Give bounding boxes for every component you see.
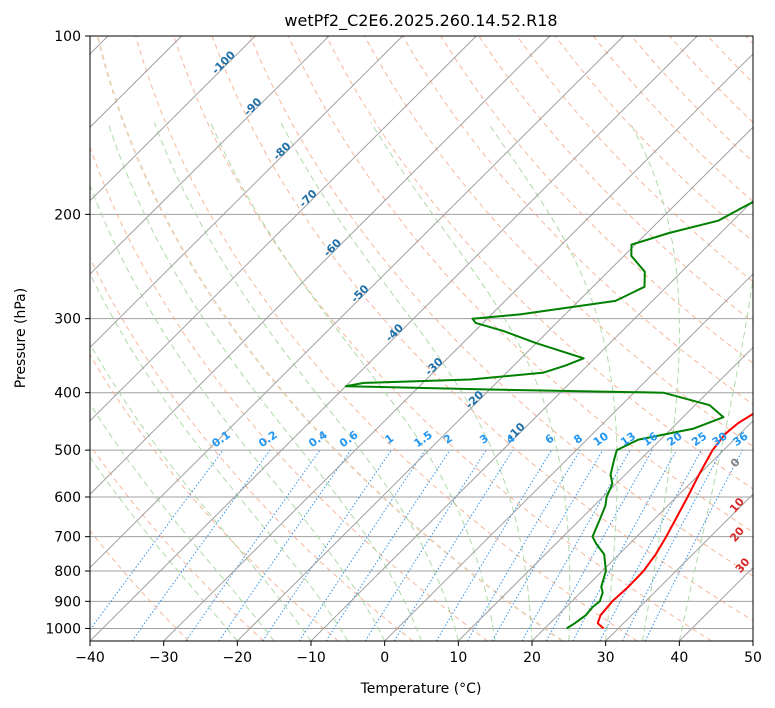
x-tick-label: −40 bbox=[75, 650, 105, 666]
mixing-ratio-line bbox=[131, 449, 271, 641]
y-tick-label: 400 bbox=[54, 386, 81, 402]
isotherm bbox=[90, 36, 330, 275]
sounding-traces bbox=[344, 200, 753, 630]
isotherm bbox=[384, 273, 753, 641]
isotherm bbox=[90, 36, 403, 349]
x-tick-label: −30 bbox=[149, 650, 179, 666]
y-axis: 100 200 300 400 500 600 700 800 900 1000 bbox=[45, 29, 90, 637]
moist-adiabats bbox=[90, 122, 753, 641]
mixing-ratio-line bbox=[262, 449, 392, 641]
dry-adiabat bbox=[211, 36, 753, 622]
adiabat-label: 40 bbox=[749, 583, 769, 603]
isotherm bbox=[90, 36, 256, 202]
x-axis: −40 −30 −20 −10 0 10 20 30 40 50 bbox=[75, 641, 762, 666]
x-tick-label: 10 bbox=[449, 650, 467, 666]
moist-adiabat bbox=[280, 122, 533, 641]
y-axis-title: Pressure (hPa) bbox=[13, 288, 29, 388]
mixing-ratio-line bbox=[218, 449, 352, 641]
dry-adiabat bbox=[287, 36, 753, 533]
moist-adiabat bbox=[90, 402, 275, 641]
isotherm bbox=[236, 126, 753, 641]
isotherm bbox=[531, 420, 753, 641]
mixing-ratio-line bbox=[364, 449, 487, 641]
temperature-trace bbox=[596, 412, 753, 630]
isotherm bbox=[163, 53, 753, 641]
isotherm bbox=[90, 36, 477, 422]
dry-adiabat bbox=[90, 145, 488, 641]
moist-adiabat bbox=[370, 122, 571, 641]
mixing-ratio-line bbox=[572, 449, 678, 641]
plot-area: 0.1 0.2 0.4 0.6 1 1.5 2 3 4 6 8 10 13 16 20 25 30 36-100-… bbox=[90, 36, 769, 641]
isotherm bbox=[90, 36, 551, 495]
y-tick-label: 700 bbox=[54, 530, 81, 546]
x-tick-label: 30 bbox=[597, 650, 615, 666]
dry-adiabat bbox=[249, 36, 753, 577]
plot-frame bbox=[89, 35, 754, 642]
mixing-ratio-line bbox=[298, 449, 426, 641]
x-tick-label: −10 bbox=[296, 650, 326, 666]
dry-adiabat bbox=[402, 36, 753, 406]
dry-adiabat bbox=[96, 36, 563, 641]
mixing-ratio-line bbox=[621, 449, 723, 641]
y-tick-label: 500 bbox=[54, 443, 81, 459]
moist-adiabat bbox=[90, 342, 312, 641]
y-tick-label: 800 bbox=[54, 564, 81, 580]
chart-title: wetPf2_C2E6.2025.260.14.52.R18 bbox=[284, 11, 557, 31]
mixing-ratio-line bbox=[90, 449, 224, 631]
isotherm bbox=[90, 36, 624, 569]
dry-adiabat bbox=[90, 529, 190, 641]
y-tick-label: 300 bbox=[54, 312, 81, 328]
moist-adiabat bbox=[107, 122, 422, 641]
dry-adiabat bbox=[90, 444, 264, 641]
mixing-ratio-line bbox=[521, 449, 631, 641]
isotherm bbox=[90, 36, 698, 641]
x-tick-label: −20 bbox=[223, 650, 253, 666]
x-axis-title: Temperature (°C) bbox=[360, 681, 482, 697]
moist-adiabat bbox=[678, 275, 753, 641]
mixing-ratio-line bbox=[545, 449, 653, 641]
x-tick-label: 20 bbox=[523, 650, 541, 666]
dry-adiabat bbox=[135, 36, 638, 641]
dewpoint-trace bbox=[344, 200, 753, 630]
x-tick-label: 50 bbox=[744, 650, 762, 666]
y-tick-label: 600 bbox=[54, 490, 81, 506]
isotherm bbox=[457, 346, 753, 641]
y-tick-label: 900 bbox=[54, 594, 81, 610]
moist-adiabat bbox=[90, 184, 386, 641]
mixing-ratio-line bbox=[644, 449, 743, 641]
moist-adiabat bbox=[153, 122, 459, 641]
isotherm bbox=[605, 493, 753, 641]
y-tick-label: 100 bbox=[54, 29, 81, 45]
moist-adiabat bbox=[629, 122, 680, 641]
mixing-ratio-line bbox=[185, 449, 321, 641]
y-tick-label: 200 bbox=[54, 207, 81, 223]
mixing-ratio-line bbox=[435, 449, 553, 641]
mixing-ratio-line bbox=[393, 449, 514, 641]
dry-adiabat bbox=[440, 36, 753, 364]
isotherms bbox=[90, 36, 753, 641]
x-tick-label: 0 bbox=[380, 650, 389, 666]
mixing-ratio-line bbox=[325, 449, 451, 641]
mixing-ratio-line bbox=[599, 449, 702, 641]
isotherm bbox=[310, 199, 753, 641]
mixing-ratio-lines bbox=[90, 449, 743, 641]
x-tick-label: 40 bbox=[670, 650, 688, 666]
dry-adiabat bbox=[516, 36, 753, 283]
y-tick-label: 1000 bbox=[45, 621, 81, 637]
moist-adiabat bbox=[210, 122, 496, 641]
moist-adiabat bbox=[487, 122, 618, 641]
